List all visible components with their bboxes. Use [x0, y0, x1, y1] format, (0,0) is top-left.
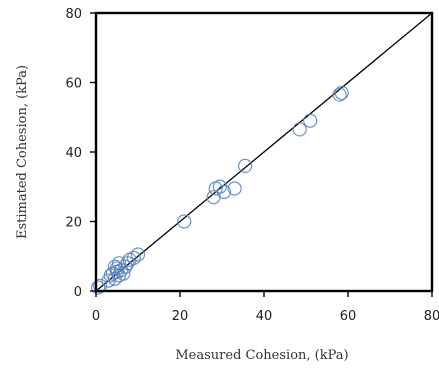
x-tick-label: 0 [92, 309, 100, 324]
data-point [212, 179, 227, 194]
data-point [303, 113, 318, 128]
data-point [334, 85, 349, 101]
y-tick-label: 0 [74, 285, 82, 300]
x-tick-label: 60 [340, 309, 357, 324]
x-axis-ticks: 0 20 40 60 80 [92, 291, 439, 324]
data-point [116, 266, 131, 281]
x-tick-label: 40 [256, 309, 273, 324]
x-tick-label: 80 [424, 309, 439, 324]
data-point [93, 278, 108, 293]
data-point [217, 184, 232, 200]
data-point [292, 122, 307, 137]
plot-layer [90, 12, 433, 295]
y-tick-label: 80 [65, 7, 82, 22]
y-tick-label: 40 [65, 146, 82, 161]
y-tick-label: 20 [65, 216, 82, 231]
y-axis-label: Estimated Cohesion, (kPa) [15, 65, 30, 239]
data-point [107, 259, 123, 274]
x-axis-label: Measured Cohesion, (kPa) [175, 348, 348, 363]
data-point [111, 256, 127, 271]
data-point [177, 214, 192, 229]
data-point [227, 181, 242, 196]
data-point [332, 87, 347, 102]
data-point [130, 247, 146, 262]
y-tick-label: 60 [65, 77, 82, 92]
y-axis-ticks: 0 20 40 60 80 [65, 7, 96, 300]
x-tick-label: 20 [172, 309, 189, 324]
reference-line-1to1 [95, 12, 433, 292]
data-point [126, 250, 141, 266]
data-point [238, 158, 253, 173]
data-point [90, 280, 106, 295]
